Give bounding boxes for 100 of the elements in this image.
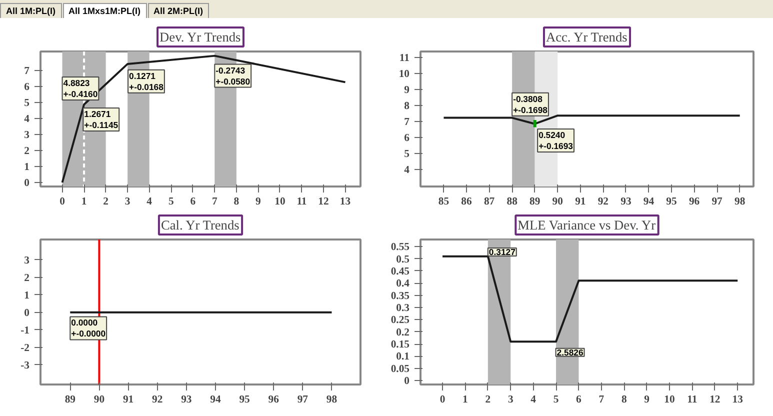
y-tick-label: 0.05 <box>390 364 410 375</box>
x-tick-label: 91 <box>122 394 134 406</box>
x-tick-label: 5 <box>553 394 559 406</box>
y-tick-label: 0 <box>404 376 410 388</box>
y-tick-label: 8 <box>404 101 410 112</box>
x-tick-label: 10 <box>664 394 675 406</box>
x-tick-label: 2 <box>485 394 491 406</box>
x-tick-label: 4 <box>146 196 153 208</box>
x-tick-label: 11 <box>687 394 698 406</box>
annotation: 0.3127 <box>488 247 516 258</box>
y-tick-label: 3 <box>24 130 30 142</box>
x-tick-label: 92 <box>598 196 608 208</box>
x-tick-label: 86 <box>461 196 473 208</box>
x-tick-label: 9 <box>644 394 650 406</box>
y-tick-label: 11 <box>399 53 410 64</box>
y-tick-label: 0 <box>24 308 30 319</box>
x-tick-label: 7 <box>598 394 605 406</box>
x-tick-label: 3 <box>124 196 130 208</box>
x-tick-label: 93 <box>620 196 632 208</box>
y-tick-label: 0.4 <box>396 278 410 290</box>
x-tick-label: 3 <box>508 394 514 406</box>
y-tick-label: 0.5 <box>396 254 410 266</box>
y-tick-label: 2 <box>24 272 30 284</box>
x-tick-label: 93 <box>181 394 192 406</box>
x-tick-label: 7 <box>212 196 218 208</box>
x-tick-label: 92 <box>152 394 163 406</box>
x-tick-label: 1 <box>81 196 87 208</box>
x-tick-label: 90 <box>94 394 105 406</box>
x-tick-label: 4 <box>530 394 537 406</box>
y-tick-label: 9 <box>404 85 410 96</box>
x-tick-label: 6 <box>190 196 196 208</box>
x-tick-label: 94 <box>210 394 222 406</box>
annotation: 2.5826 <box>556 347 584 358</box>
chart-title: Dev. Yr Trends <box>160 30 241 44</box>
x-tick-label: 96 <box>268 394 280 406</box>
x-tick-label: 13 <box>732 394 743 406</box>
y-tick-label: 0.3 <box>396 302 410 314</box>
x-tick-label: 0 <box>440 394 446 406</box>
y-tick-label: 1 <box>24 162 30 174</box>
x-tick-label: 95 <box>666 196 677 208</box>
x-tick-label: 5 <box>168 196 174 208</box>
y-tick-label: 6 <box>24 82 30 94</box>
text: All 2M:PL(I) <box>148 3 210 18</box>
annotation: 4.8823 +-0.4160 <box>63 78 98 100</box>
y-tick-label: 0.45 <box>390 266 410 278</box>
x-tick-label: 2 <box>103 196 108 208</box>
x-tick-label: 89 <box>64 394 76 406</box>
y-tick-label: 4 <box>24 114 30 126</box>
y-tick-label: -2 <box>20 342 30 354</box>
y-tick-label: 0.55 <box>390 242 410 254</box>
x-tick-label: 91 <box>575 196 586 208</box>
x-tick-label: 11 <box>296 196 307 208</box>
annotation: 0.5240 +-0.1693 <box>538 130 574 151</box>
y-tick-label: 0.35 <box>390 290 410 302</box>
y-tick-label: 0.25 <box>390 315 410 326</box>
y-tick-label: 6 <box>404 133 410 144</box>
x-tick-label: 98 <box>326 394 338 406</box>
x-tick-label: 10 <box>274 196 286 208</box>
y-tick-label: 10 <box>398 69 410 80</box>
x-tick-label: 97 <box>712 196 724 208</box>
x-tick-label: 13 <box>340 196 351 208</box>
y-tick-label: 2 <box>24 146 30 158</box>
y-tick-label: 0.1 <box>396 352 410 363</box>
y-tick-label: 4 <box>404 165 410 176</box>
annotation: 1.2671 +-0.1145 <box>84 109 118 130</box>
x-tick-label: 8 <box>234 196 240 208</box>
chart-title: Acc. Yr Trends <box>546 30 628 44</box>
chart-title: MLE Variance vs Dev. Yr <box>518 218 656 232</box>
x-tick-label: 94 <box>643 196 655 208</box>
annotation: -0.2743 +-0.0580 <box>216 65 250 86</box>
x-tick-label: 95 <box>239 394 250 406</box>
chart-title: Cal. Yr Trends <box>160 218 240 232</box>
x-tick-label: 12 <box>318 196 329 208</box>
text: All 1Mxs1M:PL(I) <box>62 3 147 18</box>
annotation: 0.0000 +-0.0000 <box>71 318 106 339</box>
y-tick-label: 1 <box>24 290 30 302</box>
y-tick-label: 0 <box>24 178 30 190</box>
annotation: 0.1271 +-0.0168 <box>129 70 164 92</box>
x-tick-label: 9 <box>256 196 261 208</box>
x-tick-label: 87 <box>484 196 496 208</box>
y-tick-label: 7 <box>404 117 410 128</box>
line-series <box>61 54 346 184</box>
y-tick-label: 3 <box>24 255 30 266</box>
y-tick-label: 5 <box>404 149 410 160</box>
y-tick-label: 0.2 <box>396 327 410 338</box>
y-tick-label: 0.15 <box>390 340 410 351</box>
x-tick-label: 12 <box>710 394 720 406</box>
x-tick-label: 1 <box>462 394 468 406</box>
x-tick-label: 98 <box>734 196 746 208</box>
x-tick-label: 96 <box>688 196 700 208</box>
y-tick-label: -1 <box>20 325 30 336</box>
x-tick-label: 88 <box>506 196 518 208</box>
x-tick-label: 97 <box>297 394 309 406</box>
x-tick-label: 6 <box>576 394 582 406</box>
x-tick-label: 85 <box>438 196 450 208</box>
x-tick-label: 0 <box>60 196 65 208</box>
annotation: -0.3808 +-0.1698 <box>513 94 548 115</box>
x-tick-label: 89 <box>530 196 540 208</box>
y-tick-label: 7 <box>24 66 30 78</box>
x-tick-label: 8 <box>621 394 627 406</box>
